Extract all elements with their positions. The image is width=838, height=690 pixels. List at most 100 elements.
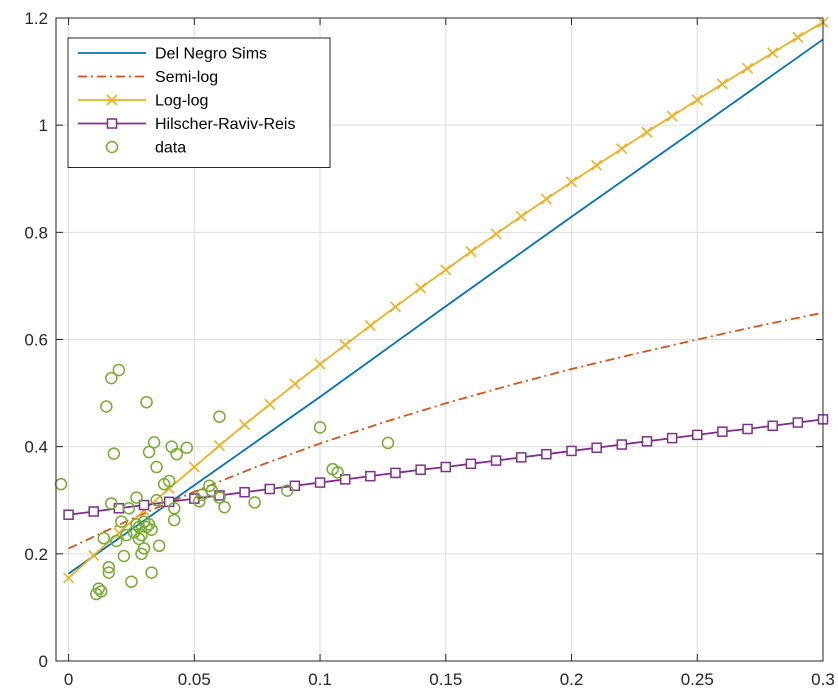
square-marker: [264, 483, 276, 495]
circle-marker: [193, 495, 206, 508]
circle-marker: [137, 542, 151, 555]
x-marker: [314, 358, 326, 370]
circle-marker: [112, 363, 126, 377]
circle-marker: [213, 491, 226, 504]
x-marker: [691, 94, 703, 106]
square-marker: [390, 467, 401, 479]
square-marker: [666, 432, 678, 444]
legend-label: Semi-log: [155, 69, 218, 86]
x-tick-label: 0: [64, 670, 73, 689]
square-marker: [641, 436, 653, 447]
circle-marker: [248, 496, 261, 509]
circle-marker: [102, 566, 116, 579]
circle-marker: [162, 474, 176, 488]
square-marker: [742, 423, 753, 435]
series-semi-log: [68, 311, 824, 550]
circle-marker: [152, 539, 166, 553]
x-marker: [188, 461, 200, 473]
square-marker: [365, 470, 376, 482]
circle-marker: [125, 575, 138, 588]
square-marker: [440, 461, 452, 473]
x-marker: [239, 419, 251, 431]
circle-marker: [150, 460, 163, 474]
circle-marker: [167, 502, 181, 515]
circle-marker: [120, 528, 133, 542]
circle-marker: [331, 466, 344, 479]
y-tick-label: 0.4: [24, 438, 48, 457]
y-tick-label: 1: [39, 116, 48, 135]
square-marker: [239, 486, 250, 498]
circle-marker: [102, 560, 116, 574]
x-marker: [465, 246, 477, 258]
x-tick-label: 0.05: [178, 670, 211, 689]
x-marker: [213, 440, 226, 452]
series-log-log: [63, 16, 829, 584]
legend-label: Del Negro Sims: [155, 46, 267, 63]
square-marker: [692, 429, 703, 441]
x-tick-label: 0.25: [681, 670, 714, 689]
legend-x-marker: [106, 94, 118, 106]
legend-entry: data: [105, 140, 186, 157]
circle-marker: [167, 513, 181, 527]
circle-marker: [195, 488, 209, 502]
plot-series: [54, 16, 829, 601]
x-marker: [440, 264, 452, 276]
circle-marker: [115, 515, 128, 528]
x-marker: [565, 176, 578, 188]
circle-marker: [170, 447, 183, 461]
square-marker: [314, 477, 326, 488]
square-marker: [591, 442, 602, 453]
legend-entry: Log-log: [78, 93, 208, 110]
x-marker: [767, 47, 779, 59]
circle-marker: [122, 502, 136, 515]
series-line: [68, 311, 824, 550]
legend-entry: Semi-log: [78, 69, 218, 86]
square-marker: [792, 417, 804, 428]
x-marker: [716, 78, 728, 90]
square-marker: [88, 506, 99, 517]
circle-marker: [205, 484, 219, 497]
legend-circle-marker: [105, 140, 119, 154]
legend: Del Negro Sims Semi-log Log-log Hilscher-Ra…: [67, 37, 331, 168]
y-tick-label: 0.6: [24, 331, 48, 350]
square-marker: [465, 458, 477, 470]
circle-marker: [140, 395, 153, 409]
square-marker: [63, 509, 74, 520]
square-marker: [541, 448, 552, 460]
axes: 0 0.05 0.1 0.15 0.2 0.25 0.3 0 0.2 0.4 0.6 0.8 1 1.2: [24, 9, 834, 689]
y-tick-label: 1.2: [24, 9, 48, 28]
x-marker: [540, 193, 552, 205]
circle-marker: [180, 441, 194, 454]
circle-marker: [107, 447, 121, 460]
circle-marker: [145, 523, 158, 536]
y-tick-label: 0.8: [24, 223, 48, 242]
square-marker: [515, 452, 527, 463]
circle-marker: [130, 491, 143, 504]
circle-marker: [147, 436, 161, 449]
x-marker: [641, 126, 653, 138]
series-del-negro-sims: [68, 38, 824, 575]
square-marker: [767, 420, 778, 432]
circle-marker: [213, 410, 226, 423]
y-tick-label: 0.2: [24, 545, 48, 564]
x-marker: [741, 62, 754, 74]
square-marker: [616, 439, 628, 450]
series-line: [68, 38, 824, 575]
x-marker: [264, 398, 276, 410]
legend-label: Log-log: [155, 93, 208, 110]
x-marker: [591, 159, 603, 171]
legend-box: [67, 37, 331, 168]
x-marker: [63, 572, 75, 584]
square-marker: [339, 474, 351, 485]
circle-marker: [105, 497, 118, 510]
circle-marker: [117, 549, 131, 563]
x-marker: [88, 549, 100, 562]
circle-marker: [142, 445, 156, 459]
circle-marker: [381, 436, 395, 450]
square-marker: [113, 503, 125, 514]
circle-marker: [92, 582, 106, 595]
circle-marker: [100, 400, 113, 413]
legend-square-marker: [106, 118, 118, 129]
circle-marker: [105, 371, 118, 385]
